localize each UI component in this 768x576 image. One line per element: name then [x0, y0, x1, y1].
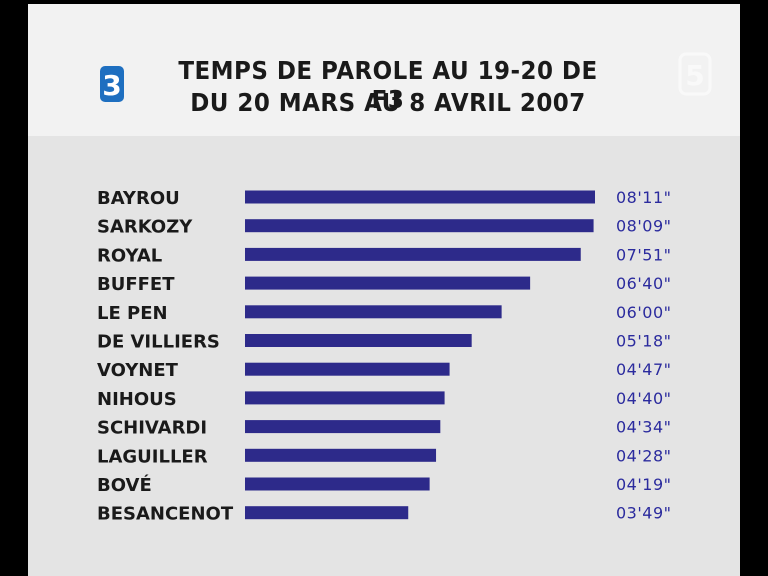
- category-label-bayrou: BAYROU: [97, 188, 180, 209]
- category-label-laguiller: LAGUILLER: [97, 446, 208, 467]
- bar-le-pen: [245, 305, 502, 319]
- france5-watermark: 5: [678, 52, 712, 96]
- value-label-voynet: 04'47": [616, 360, 671, 379]
- bar-royal: [245, 247, 581, 261]
- bar-bov-: [245, 477, 430, 491]
- bar-laguiller: [245, 448, 437, 462]
- value-label-laguiller: 04'28": [616, 446, 671, 465]
- category-label-le-pen: LE PEN: [97, 303, 168, 324]
- value-label-de-villiers: 05'18": [616, 332, 671, 351]
- category-label-bov-: BOVÉ: [97, 474, 152, 496]
- bar-voynet: [245, 362, 450, 376]
- value-label-nihous: 04'40": [616, 389, 671, 408]
- value-label-buffet: 06'40": [616, 274, 671, 293]
- category-label-schivardi: SCHIVARDI: [97, 418, 207, 439]
- category-label-nihous: NIHOUS: [97, 389, 177, 410]
- category-label-de-villiers: DE VILLIERS: [97, 332, 220, 353]
- value-label-besancenot: 03'49": [616, 504, 671, 523]
- value-label-schivardi: 04'34": [616, 418, 671, 437]
- category-label-buffet: BUFFET: [97, 274, 175, 295]
- value-label-le-pen: 06'00": [616, 303, 671, 322]
- category-label-voynet: VOYNET: [97, 360, 179, 381]
- value-label-bayrou: 08'11": [616, 188, 671, 207]
- bar-schivardi: [245, 420, 441, 434]
- bar-buffet: [245, 276, 531, 290]
- france3-logo: 3: [100, 66, 124, 102]
- chart-subtitle: DU 20 MARS AU 8 AVRIL 2007: [190, 88, 586, 117]
- value-label-sarkozy: 08'09": [616, 217, 671, 236]
- value-label-bov-: 04'19": [616, 475, 671, 494]
- france3-logo-badge: [100, 66, 124, 102]
- bar-nihous: [245, 391, 445, 405]
- category-label-sarkozy: SARKOZY: [97, 217, 193, 238]
- bar-besancenot: [245, 506, 409, 520]
- value-label-royal: 07'51": [616, 245, 671, 264]
- bar-bayrou: [245, 190, 595, 204]
- france5-watermark-text: 5: [685, 59, 704, 92]
- category-label-royal: ROYAL: [97, 245, 162, 266]
- france3-logo-text: 3: [102, 69, 121, 102]
- chart-title: TEMPS DE PAROLE AU 19-20 DE F3: [178, 56, 598, 114]
- category-label-besancenot: BESANCENOT: [97, 504, 234, 525]
- bar-sarkozy: [245, 219, 594, 233]
- bar-de-villiers: [245, 334, 472, 347]
- title-banner: 3 5: [28, 4, 740, 136]
- france5-watermark-frame: [678, 52, 712, 96]
